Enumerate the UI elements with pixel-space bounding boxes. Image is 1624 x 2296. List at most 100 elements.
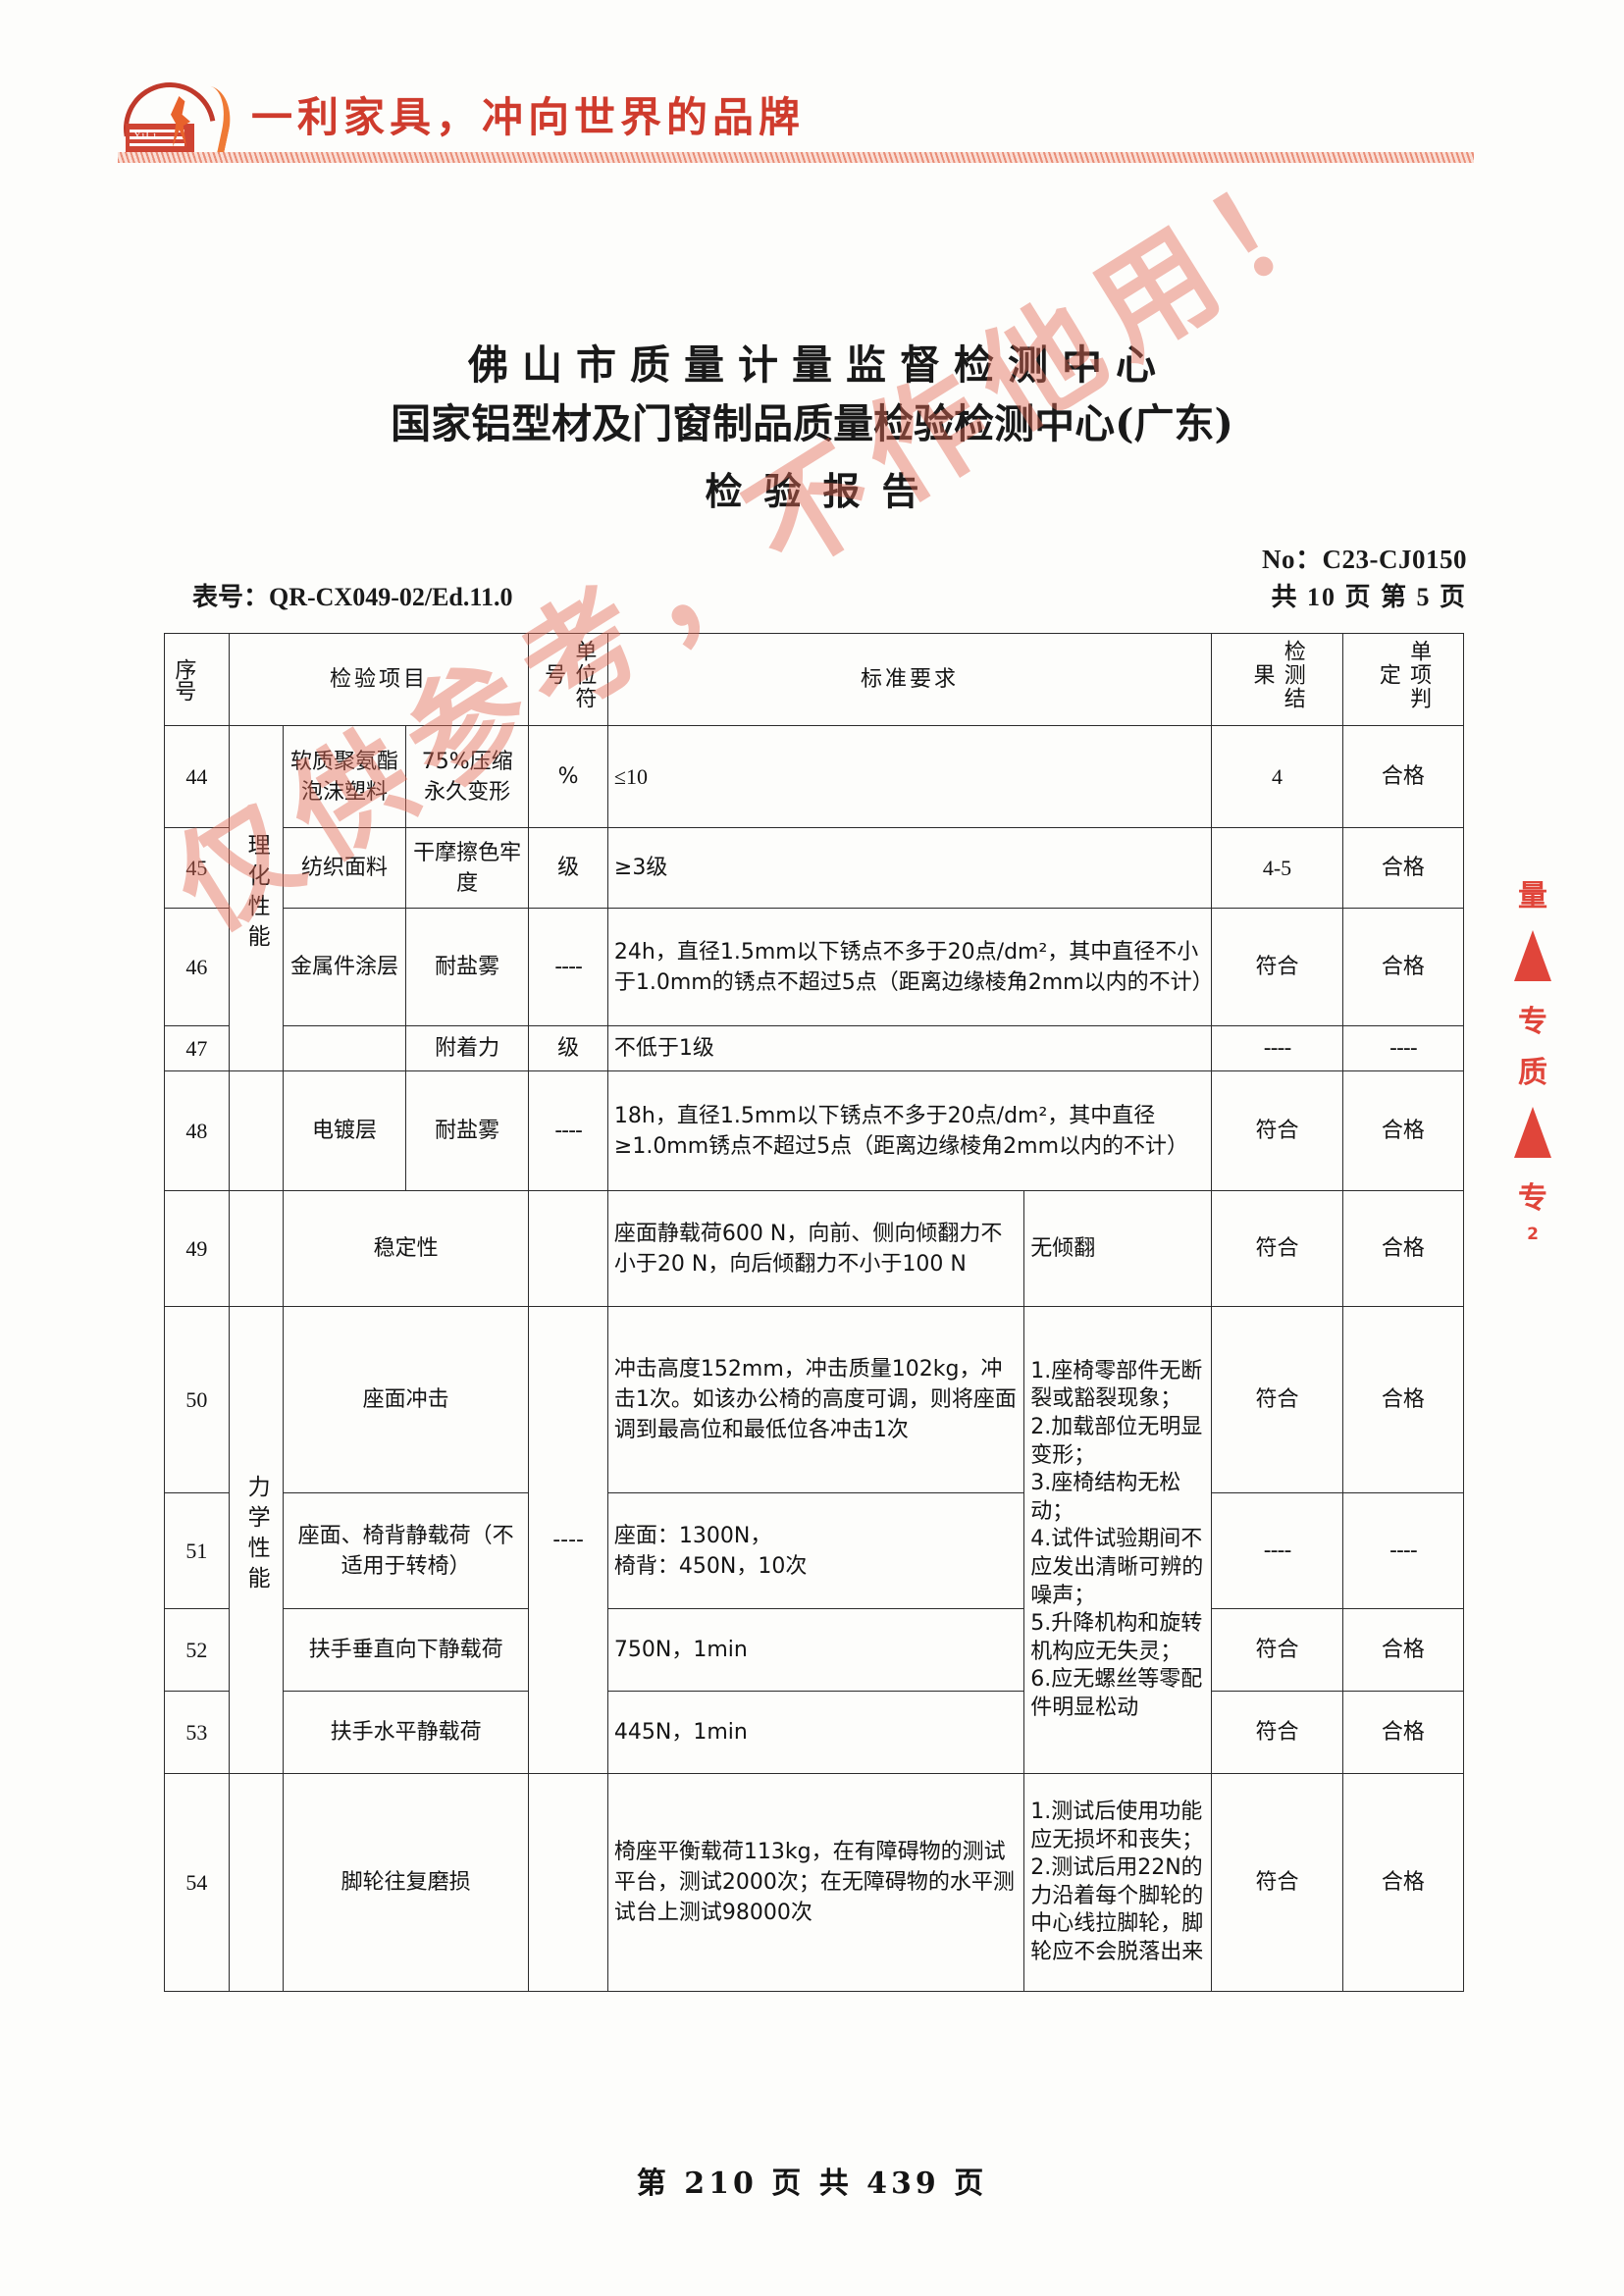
stamp-arrow-icon <box>1514 1107 1551 1158</box>
table-row: 53 扶手水平静载荷 445N，1min 符合 合格 <box>164 1691 1465 1775</box>
row-subitem: 干摩擦色牢度 <box>405 827 530 910</box>
row-judgment: 合格 <box>1341 1306 1465 1494</box>
row-standard: 冲击高度152mm，冲击质量102kg，冲击1次。如该办公椅的高度可调，则将座面… <box>606 1306 1025 1494</box>
row-judgment: 合格 <box>1341 908 1465 1027</box>
row-no: 46 <box>164 908 230 1027</box>
row-item: 扶手水平静载荷 <box>282 1691 530 1775</box>
row-standard: ≤10 <box>606 725 1213 829</box>
table-row: 49 稳定性 座面静载荷600 N，向前、侧向倾翻力不小于20 N，向后倾翻力不… <box>164 1190 1465 1308</box>
row-no: 50 <box>164 1306 230 1494</box>
row-item: 金属件涂层 <box>282 908 407 1027</box>
report-number: No：C23-CJ0150 <box>1262 545 1467 574</box>
row-no: 48 <box>164 1070 230 1192</box>
row-note: 无倾翻 <box>1023 1190 1213 1308</box>
company-slogan: 一利家具，冲向世界的品牌 <box>251 93 806 141</box>
row-judgment: 合格 <box>1341 1773 1465 1993</box>
inspection-results-table: 序号 检验项目 单位符号 标准要求 检测结果 单项判定 44 理 <box>164 632 1465 1993</box>
row-unit: 级 <box>528 1025 608 1072</box>
row-judgment: 合格 <box>1341 1190 1465 1308</box>
organization-title-secondary: 国家铝型材及门窗制品质量检验检测中心(广东) <box>391 400 1233 447</box>
stamp-arrow-icon <box>1514 930 1551 981</box>
row-standard: ≥3级 <box>606 827 1213 910</box>
row-item: 座面冲击 <box>282 1306 530 1494</box>
row-unit <box>528 1190 608 1308</box>
row-result: 符合 <box>1211 1306 1343 1494</box>
row-result: 4-5 <box>1211 827 1343 910</box>
row-subitem: 耐盐雾 <box>405 1070 530 1192</box>
row-result: ---- <box>1211 1492 1343 1610</box>
column-header-item: 检验项目 <box>228 632 530 727</box>
page-title: 检验报告 <box>705 469 941 513</box>
row-unit: % <box>528 725 608 829</box>
row-standard: 24h，直径1.5mm以下锈点不多于20点/dm²，其中直径不小于1.0mm的锈… <box>606 908 1214 1027</box>
row-subitem: 附着力 <box>405 1025 530 1072</box>
row-item: 脚轮往复磨损 <box>282 1773 530 1993</box>
row-no: 51 <box>164 1492 230 1610</box>
row-no: 45 <box>164 827 230 910</box>
company-logo-icon: YiLi <box>105 64 237 193</box>
row-judgment: ---- <box>1341 1025 1465 1072</box>
row-result: 符合 <box>1211 1070 1343 1192</box>
row-judgment: 合格 <box>1341 1608 1465 1693</box>
row-judgment: ---- <box>1341 1492 1465 1610</box>
notes-block-b: 1.测试后使用功能应无损坏和丧失； 2.测试后用22N的力沿着每个脚轮的中心线拉… <box>1023 1773 1213 1993</box>
page-indicator: 共 10 页 第 5 页 <box>1271 583 1467 611</box>
table-row: 54 脚轮往复磨损 椅座平衡载荷113kg，在有障碍物的测试平台，测试2000次… <box>164 1773 1465 1993</box>
row-no: 49 <box>164 1190 230 1308</box>
row-unit: ---- <box>528 908 608 1027</box>
row-item <box>282 1025 407 1072</box>
row-judgment: 合格 <box>1341 827 1465 910</box>
column-header-unit: 单位符号 <box>528 632 608 727</box>
row-result: 符合 <box>1211 1608 1343 1693</box>
row-no: 44 <box>164 725 230 829</box>
letterhead: YiLi 一利家具，冲向世界的品牌 <box>0 0 1624 193</box>
table-row: 52 扶手垂直向下静载荷 750N，1min 符合 合格 <box>164 1608 1465 1693</box>
row-no: 52 <box>164 1608 230 1693</box>
row-no: 53 <box>164 1691 230 1775</box>
row-unit: ---- <box>528 1070 608 1192</box>
column-header-standard: 标准要求 <box>606 632 1213 727</box>
stamp-char-2: 专 <box>1518 1005 1547 1039</box>
side-quality-stamp: 量 专 质 专 2 <box>1498 863 1567 1244</box>
row-item: 纺织面料 <box>282 827 407 910</box>
table-header-row: 序号 检验项目 单位符号 标准要求 检测结果 单项判定 <box>164 632 1465 727</box>
row-item: 软质聚氨酯泡沫塑料 <box>282 725 407 829</box>
row-no: 47 <box>164 1025 230 1072</box>
row-unit <box>528 1773 608 1993</box>
row-standard: 不低于1级 <box>606 1025 1213 1072</box>
row-item: 稳定性 <box>282 1190 530 1308</box>
column-header-result: 检测结果 <box>1211 632 1343 727</box>
row-result: 符合 <box>1211 908 1343 1027</box>
form-number: 表号：QR-CX049-02/Ed.11.0 <box>192 583 513 611</box>
category-spacer <box>228 1070 284 1192</box>
row-subitem: 75%压缩永久变形 <box>405 725 530 829</box>
row-standard: 750N，1min <box>606 1608 1025 1693</box>
stamp-char-1: 量 <box>1518 879 1547 913</box>
page-footer: 第 210 页 共 439 页 <box>636 2166 988 2201</box>
stamp-char-3: 质 <box>1518 1056 1547 1090</box>
row-standard: 座面：1300N， 椅背：450N，10次 <box>606 1492 1025 1610</box>
row-judgment: 合格 <box>1341 1691 1465 1775</box>
row-result: 符合 <box>1211 1691 1343 1775</box>
header-divider <box>118 152 1474 163</box>
column-header-judgment: 单项判定 <box>1341 632 1465 727</box>
row-standard: 座面静载荷600 N，向前、侧向倾翻力不小于20 N，向后倾翻力不小于100 N <box>606 1190 1025 1308</box>
row-item: 座面、椅背静载荷（不适用于转椅） <box>282 1492 530 1610</box>
category-mechanical: 力学性能 <box>228 1306 284 1775</box>
table-row: 48 电镀层 耐盐雾 ---- 18h，直径1.5mm以下锈点不多于20点/dm… <box>164 1070 1465 1192</box>
row-standard: 445N，1min <box>606 1691 1025 1775</box>
notes-block-a: 1.座椅零部件无断裂或豁裂现象； 2.加载部位无明显变形； 3.座椅结构无松动；… <box>1023 1306 1213 1775</box>
row-unit: ---- <box>528 1306 608 1775</box>
table-row: 45 纺织面料 干摩擦色牢度 级 ≥3级 4-5 合格 <box>164 827 1465 910</box>
stamp-char-4: 专 <box>1518 1181 1547 1216</box>
row-standard: 椅座平衡载荷113kg，在有障碍物的测试平台，测试2000次；在无障碍物的水平测… <box>606 1773 1025 1993</box>
category-physical: 理化性能 <box>228 725 284 1072</box>
row-judgment: 合格 <box>1341 1070 1465 1192</box>
table-row: 51 座面、椅背静载荷（不适用于转椅） 座面：1300N， 椅背：450N，10… <box>164 1492 1465 1610</box>
category-spacer <box>228 1773 284 1993</box>
row-no: 54 <box>164 1773 230 1993</box>
table-row: 47 附着力 级 不低于1级 ---- ---- <box>164 1025 1465 1072</box>
row-result: 4 <box>1211 725 1343 829</box>
row-result: 符合 <box>1211 1773 1343 1993</box>
